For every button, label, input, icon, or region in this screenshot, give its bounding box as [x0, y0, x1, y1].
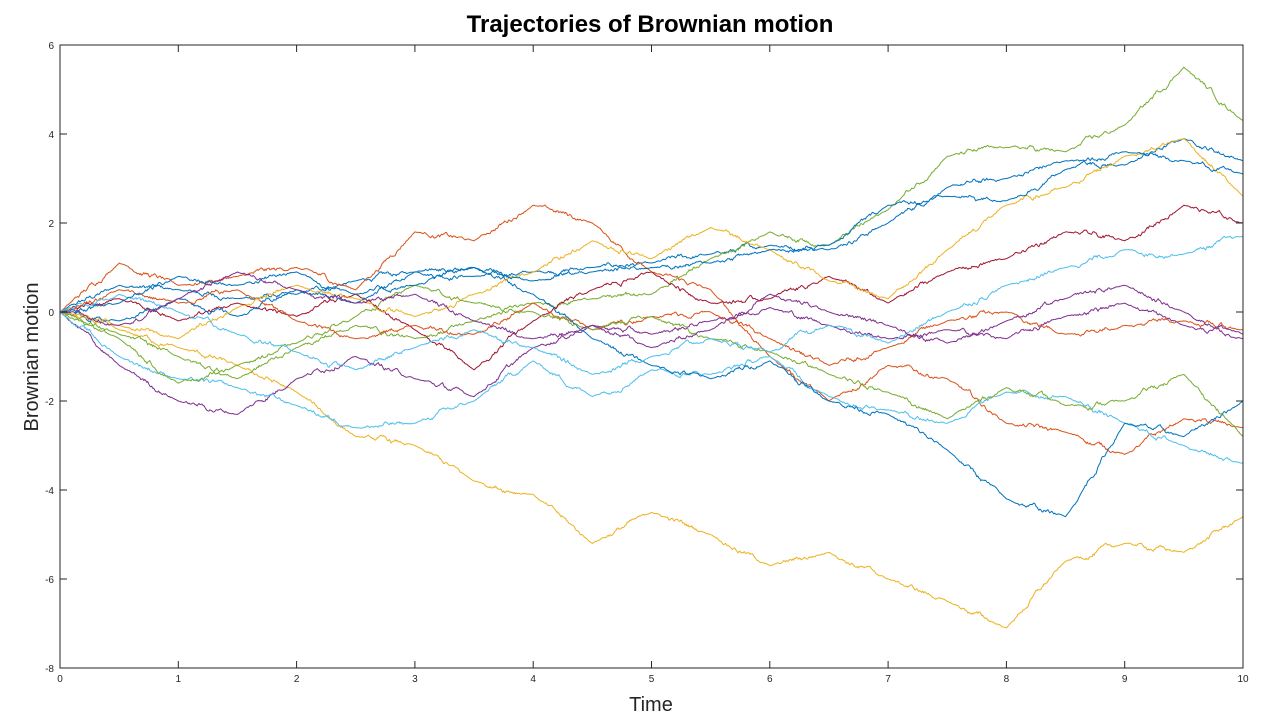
- series-line-10: [59, 138, 1244, 340]
- y-tick-label: -2: [45, 397, 54, 408]
- series-line-11: [59, 284, 1244, 437]
- series-line-1: [59, 138, 1244, 313]
- x-tick-label: 2: [294, 674, 300, 685]
- y-tick-label: -8: [45, 664, 54, 675]
- y-axis-label: Brownian motion: [21, 283, 43, 432]
- x-tick-label: 8: [1004, 674, 1010, 685]
- axes: 0 1 2 3 4 5 6 7 8 9 10 -8 -6 -4 -2 0 2 4 6: [45, 41, 1249, 685]
- y-tick-label: 6: [48, 41, 54, 52]
- x-tick-label: 5: [649, 674, 655, 685]
- series-line-2: [59, 204, 1244, 455]
- series-line-7: [59, 204, 1244, 371]
- x-tick-label: 1: [176, 674, 182, 685]
- x-axis-label: Time: [629, 694, 673, 716]
- chart-title: Trajectories of Brownian motion: [467, 11, 834, 38]
- series-line-6: [59, 311, 1244, 464]
- x-tick-label: 4: [530, 674, 536, 685]
- series-line-3: [59, 311, 1244, 629]
- y-tick-label: -6: [45, 575, 54, 586]
- series-line-12: [59, 235, 1244, 375]
- y-tick-label: 0: [48, 308, 54, 319]
- series-line-4: [59, 302, 1244, 415]
- y-tick-label: -4: [45, 486, 54, 497]
- x-tick-label: 10: [1237, 674, 1249, 685]
- series-line-9: [59, 289, 1244, 366]
- series-line-8: [59, 266, 1244, 518]
- series-line-5: [59, 66, 1244, 380]
- x-tick-label: 3: [412, 674, 418, 685]
- y-tick-label: 2: [48, 219, 54, 230]
- x-tick-label: 9: [1122, 674, 1128, 685]
- plot-area: [59, 66, 1244, 629]
- x-tick-label: 6: [767, 674, 773, 685]
- y-tick-label: 4: [48, 130, 54, 141]
- x-tick-label: 0: [57, 674, 63, 685]
- series-line-14: [59, 271, 1244, 349]
- series-line-13: [59, 151, 1244, 313]
- x-tick-label: 7: [885, 674, 891, 685]
